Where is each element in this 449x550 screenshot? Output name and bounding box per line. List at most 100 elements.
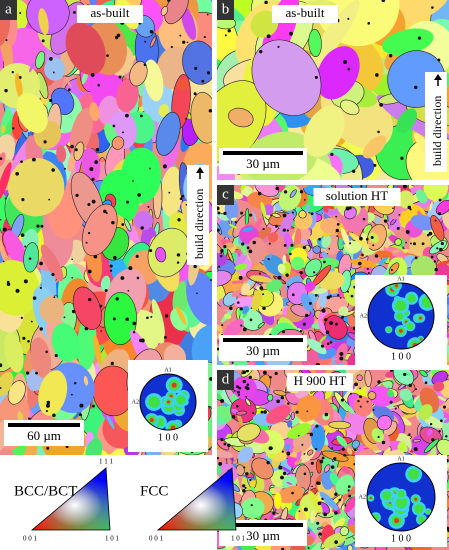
speck (347, 485, 351, 488)
arrow-head (434, 74, 442, 80)
speck (49, 57, 53, 61)
grain (267, 393, 274, 402)
speck (149, 249, 153, 253)
grain (38, 370, 68, 416)
speck (346, 290, 349, 293)
speck (334, 492, 338, 496)
speck (436, 247, 439, 250)
speck (283, 243, 287, 247)
speck (437, 58, 441, 62)
speck (2, 227, 7, 232)
grain (28, 62, 35, 73)
speck (330, 465, 335, 469)
speck (318, 532, 322, 536)
grain (300, 293, 314, 312)
speck (362, 217, 366, 221)
speck (12, 127, 15, 130)
speck (236, 404, 239, 408)
pole-figure (367, 463, 435, 531)
speck (388, 54, 393, 58)
speck (262, 306, 266, 311)
grain (323, 532, 347, 549)
speck (392, 207, 394, 210)
speck (242, 379, 246, 384)
speck (317, 363, 321, 365)
speck (290, 243, 294, 247)
speck (249, 318, 253, 322)
grain (410, 214, 436, 231)
speck (321, 497, 324, 501)
speck (291, 293, 295, 297)
speck (104, 289, 108, 293)
speck (235, 385, 239, 389)
speck (291, 491, 294, 495)
speck (303, 452, 306, 455)
grain (143, 59, 164, 102)
speck (339, 351, 344, 356)
corner-label: 0 0 1 (149, 535, 164, 543)
speck (220, 251, 223, 254)
panel-label: c (222, 186, 229, 202)
legend-title: BCC/BCT (14, 483, 77, 499)
grain (410, 255, 436, 282)
title-bg (287, 373, 353, 391)
speck (48, 198, 51, 201)
grain (399, 388, 413, 401)
grain (388, 262, 400, 275)
speck (218, 265, 221, 268)
speck (339, 356, 344, 361)
speck (405, 229, 410, 234)
speck (115, 297, 119, 301)
speck (179, 34, 182, 37)
speck (295, 410, 299, 414)
speck (359, 395, 362, 399)
pole-blob (166, 400, 171, 404)
grain (341, 465, 351, 474)
grain (160, 166, 183, 217)
pole-blob (171, 382, 177, 388)
grain (260, 201, 267, 217)
scale-bar (8, 423, 80, 427)
speck (430, 255, 434, 259)
grain (384, 242, 389, 249)
speck (281, 547, 285, 550)
speck (245, 472, 249, 476)
speck (20, 316, 23, 320)
grain (304, 258, 322, 277)
pole-figure (368, 283, 434, 349)
speck (350, 294, 354, 298)
speck (257, 191, 262, 196)
grain (435, 199, 449, 216)
speck (338, 498, 342, 502)
pole-figure (140, 374, 196, 430)
speck (143, 63, 147, 67)
direction-bg (425, 72, 447, 172)
speck (170, 45, 173, 49)
speck (32, 296, 37, 300)
grain (106, 415, 115, 429)
grain (368, 232, 379, 244)
grain (375, 250, 393, 259)
speck (36, 224, 40, 228)
speck (241, 372, 245, 375)
speck (354, 448, 357, 452)
speck (381, 440, 386, 445)
speck (24, 245, 27, 248)
speck (280, 396, 285, 400)
speck (223, 442, 227, 446)
speck (6, 280, 10, 284)
speck (87, 269, 92, 274)
speck (372, 244, 375, 247)
grain (387, 389, 394, 398)
speck (54, 354, 58, 358)
grain (299, 227, 311, 241)
speck (139, 114, 143, 118)
speck (389, 400, 393, 404)
speck (217, 347, 220, 351)
ipf-triangle-white (30, 467, 111, 531)
grain (316, 526, 324, 530)
speck (0, 157, 3, 161)
grain (367, 391, 377, 400)
grain (364, 370, 372, 388)
grain (89, 102, 100, 122)
